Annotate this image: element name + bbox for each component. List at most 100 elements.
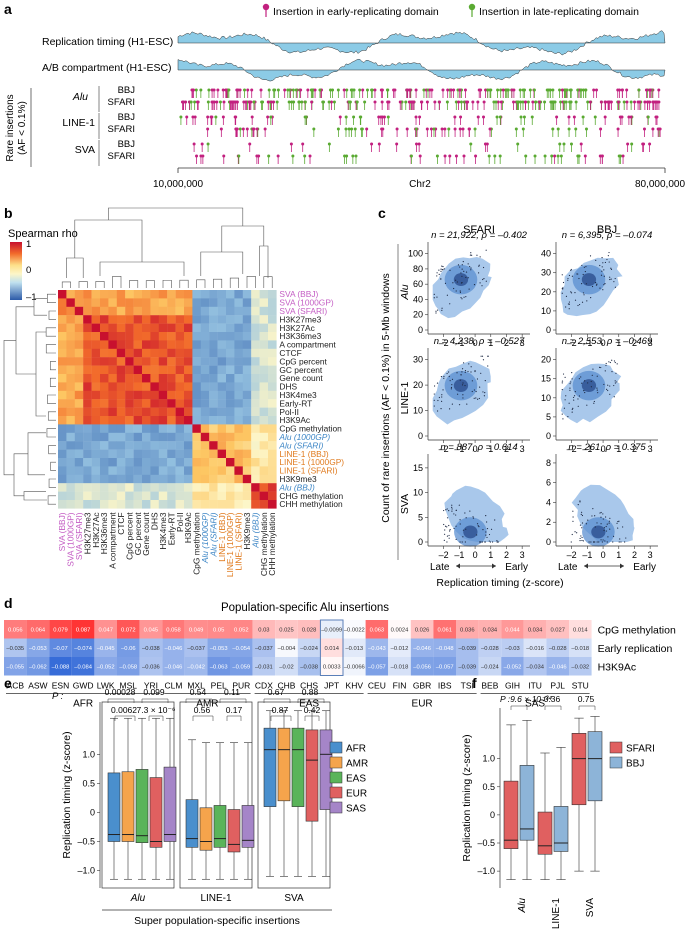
density-point — [462, 536, 464, 538]
heatmap-cell — [167, 323, 176, 333]
insertion-pin-head — [652, 100, 656, 104]
heatmap-cell — [133, 458, 143, 467]
heatmap-cell — [108, 432, 117, 442]
density-point — [465, 276, 467, 279]
heatmap-cell — [142, 348, 151, 358]
insertion-pin-head — [373, 100, 377, 104]
insertion-pin-head — [276, 88, 280, 92]
heatmap-row-label: H3K9me3 — [279, 474, 317, 484]
heatmap-row-label: Alu (1000GP) — [278, 432, 330, 442]
density-point — [455, 538, 457, 540]
insertion-pin-head — [222, 154, 226, 158]
density-x-tick-label: 1 — [616, 444, 621, 454]
density-x-tick-label: 1 — [616, 338, 621, 348]
heatmap-cell — [192, 323, 201, 333]
density-point — [463, 362, 465, 364]
insertion-pin-head — [358, 88, 362, 92]
insertion-pin-head — [550, 154, 554, 158]
density-peak — [581, 379, 597, 393]
density-point — [579, 500, 581, 502]
insertion-pin-head — [206, 142, 210, 146]
heatmap-cell — [209, 424, 218, 433]
panel-a-letter: a — [4, 1, 12, 17]
track-rt-label: Replication timing (H1-ESC) — [42, 36, 173, 48]
density-point — [462, 382, 464, 384]
insertion-pin-head — [345, 154, 349, 158]
density-point — [616, 522, 618, 524]
insertion-pin-head — [477, 88, 481, 92]
insertion-pin-head — [300, 100, 304, 104]
heatmap-cell — [58, 357, 67, 366]
heatmap-cell — [74, 374, 84, 383]
row-line1-bbj: BBJ — [118, 112, 136, 123]
heatmap-cell — [234, 399, 243, 408]
population-label: PJL — [550, 681, 565, 691]
heatmap-cell — [234, 424, 243, 433]
pop-heatmap-value: –0.053 — [29, 646, 47, 652]
insertion-pin-head — [385, 88, 389, 92]
density-point — [567, 277, 569, 280]
insertion-pin-head — [627, 115, 631, 119]
density-point — [567, 416, 569, 418]
insertion-pin-head — [568, 88, 572, 92]
heatmap-cell — [125, 390, 134, 400]
density-point — [487, 365, 489, 367]
pop-heatmap-cell — [252, 657, 276, 676]
col-title-bbj: BBJ — [597, 224, 617, 236]
density-point — [579, 539, 581, 542]
heatmap-cell — [116, 390, 126, 400]
density-point — [612, 541, 614, 543]
heatmap-cell — [184, 382, 193, 391]
pop-heatmap-value: 0.064 — [31, 627, 46, 633]
box-group-frame — [179, 701, 253, 889]
density-point — [441, 307, 443, 309]
x-early-label: Early — [633, 562, 656, 573]
x-late-label: Late — [430, 562, 450, 573]
heatmap-cell — [259, 365, 269, 375]
insertion-pin-head — [255, 154, 259, 158]
heatmap-cell — [200, 298, 210, 307]
density-point — [599, 287, 601, 289]
density-point — [592, 368, 594, 370]
density-x-tick-label: –1 — [582, 444, 592, 454]
density-x-tick-label: 0 — [473, 444, 478, 454]
density-point — [606, 541, 608, 543]
heatmap-cell — [74, 332, 84, 341]
heatmap-cell — [66, 290, 75, 299]
heatmap-cell — [217, 491, 227, 501]
heatmap-cell — [116, 315, 126, 324]
population-label: ASW — [28, 681, 47, 691]
heatmap-row-label: Alu (BBJ) — [278, 482, 315, 492]
insertion-pin-head — [299, 88, 303, 92]
pop-heatmap-cell — [388, 638, 411, 657]
heatmap-cell — [217, 432, 227, 442]
heatmap-cell — [58, 407, 67, 417]
heatmap-cell — [133, 416, 143, 425]
box-body — [319, 729, 333, 810]
insertion-pin-head — [437, 100, 441, 104]
heatmap-cell — [133, 332, 143, 341]
density-point — [474, 370, 476, 373]
density-point — [438, 396, 440, 399]
density-point — [449, 303, 451, 305]
heatmap-cell — [150, 441, 159, 450]
density-point — [590, 380, 592, 383]
heatmap-cell — [234, 374, 243, 383]
insertion-pin-head — [553, 100, 557, 104]
population-label: CDX — [255, 681, 273, 691]
pop-heatmap-value: –0.035 — [6, 646, 24, 652]
density-point — [484, 392, 486, 394]
density-point — [582, 273, 584, 276]
heatmap-cell — [226, 500, 235, 509]
heatmap-col-label: A compartment — [108, 512, 118, 569]
heatmap-cell — [209, 432, 218, 442]
density-point — [488, 540, 490, 542]
heatmap-cell — [175, 357, 185, 366]
insertion-pin-head — [445, 100, 449, 104]
density-point — [598, 366, 601, 369]
density-point — [574, 391, 576, 393]
insertion-pin-head — [194, 88, 198, 92]
pop-heatmap-value: 0.061 — [437, 627, 452, 633]
heatmap-cell — [66, 441, 75, 450]
heatmap-cell — [234, 416, 243, 425]
